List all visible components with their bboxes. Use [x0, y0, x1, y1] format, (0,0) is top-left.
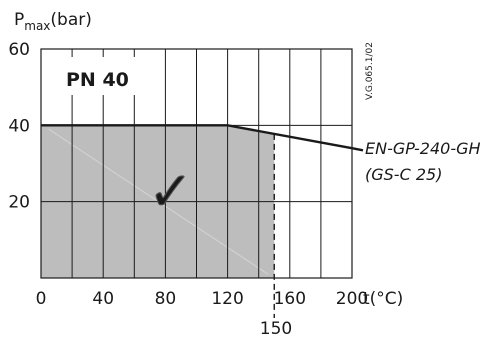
x-tick-label: 0 [36, 289, 47, 309]
x-tick-label: 120 [211, 289, 243, 309]
x-tick-label: 40 [92, 289, 114, 309]
y-axis-label-main: P [14, 10, 24, 30]
x-tick-label: 80 [155, 289, 177, 309]
pressure-line [41, 124, 364, 152]
y-tick-label: 20 [8, 193, 30, 213]
pressure-line-layer [41, 124, 364, 318]
y-axis-label-sub: max [24, 19, 50, 33]
grid [40, 48, 353, 279]
y-axis-label-unit: (bar) [50, 10, 91, 30]
material-label-1: EN-GP-240-GH [365, 139, 481, 158]
y-axis-label: Pmax(bar) [14, 10, 92, 33]
y-tick-label: 40 [8, 116, 30, 136]
x-tick-label: 160 [274, 289, 306, 309]
y-tick-label: 60 [8, 40, 30, 60]
material-label-2: (GS-C 25) [365, 165, 442, 184]
pn-badge-box [51, 57, 142, 95]
tick-labels: 0 40 80 120 160 200 20 40 60 t(°C) [8, 40, 403, 309]
drawing-code: V.G.065.1/02 [365, 42, 375, 100]
x-tick-label: 200 [336, 289, 368, 309]
pn-badge: PN 40 [66, 69, 129, 91]
plot-frame [40, 48, 353, 279]
x-axis-label: t(°C) [363, 289, 403, 309]
check-mark: ✓ [148, 160, 193, 223]
temperature-limit-label: 150 [260, 319, 292, 339]
